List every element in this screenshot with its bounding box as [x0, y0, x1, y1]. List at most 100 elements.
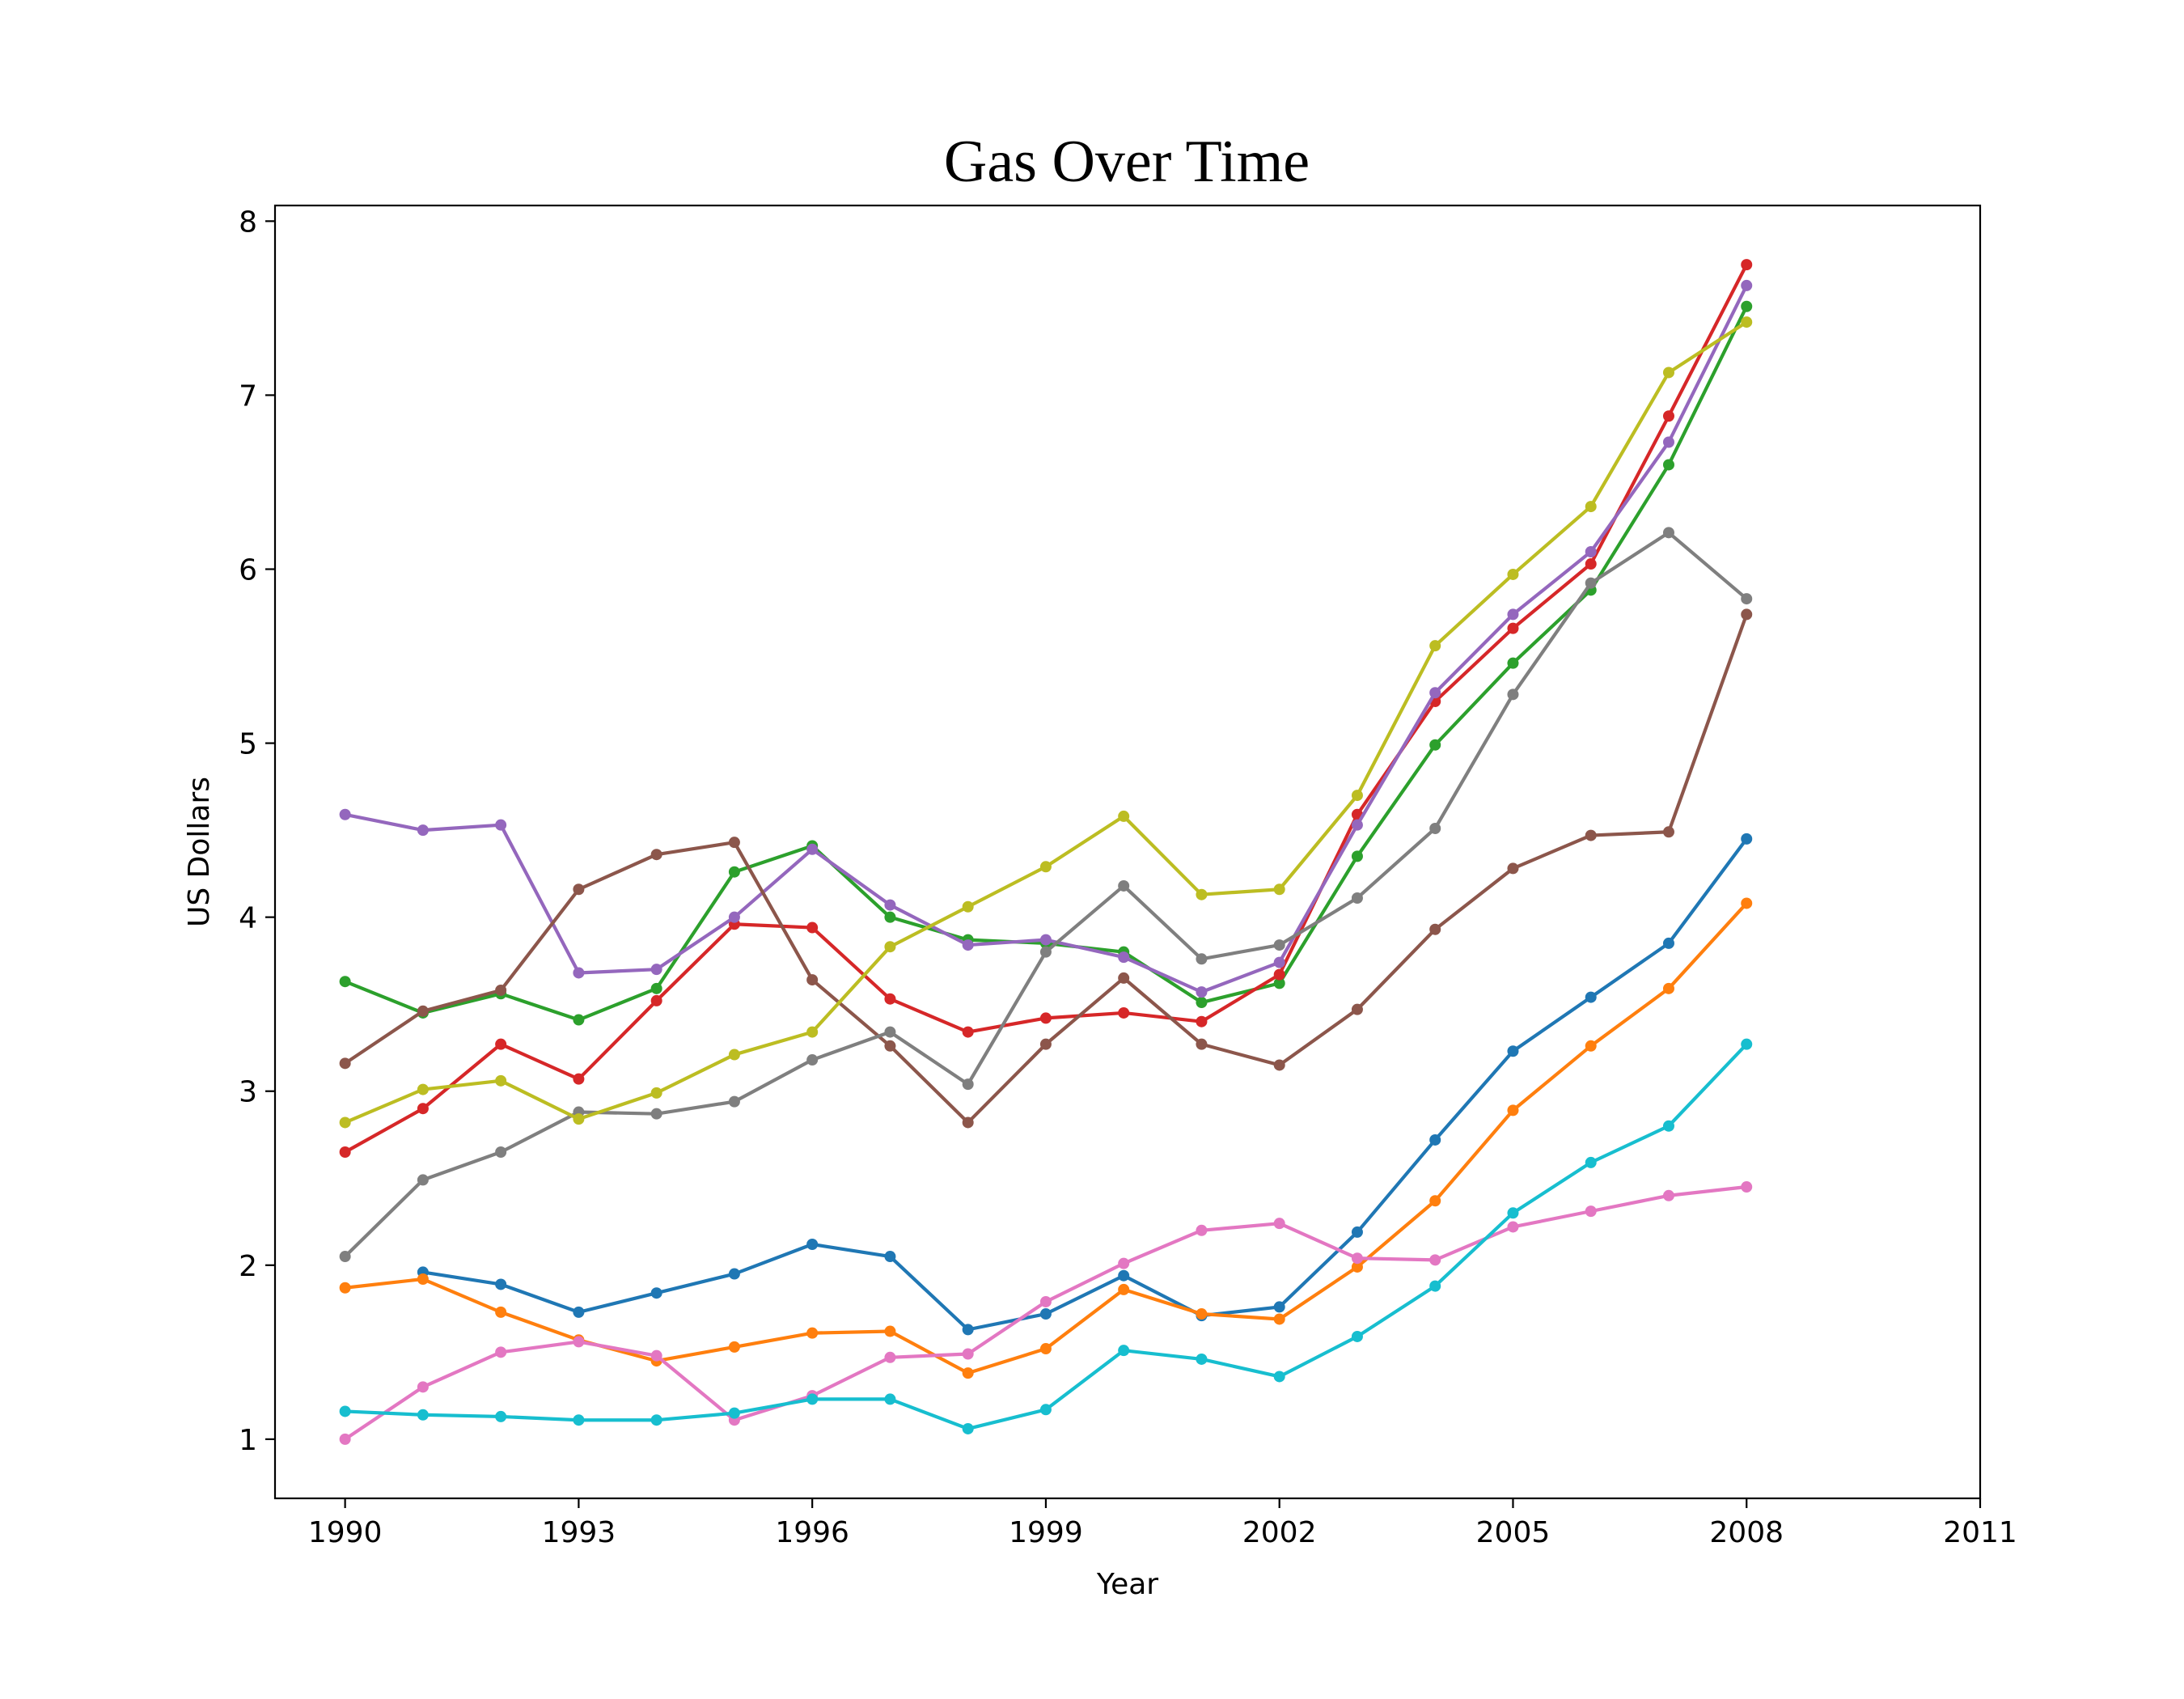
data-point [728, 837, 740, 849]
data-point [339, 1282, 351, 1294]
data-point [728, 1049, 740, 1061]
data-point [1507, 657, 1519, 669]
data-point [1741, 897, 1753, 909]
data-point [1662, 982, 1674, 994]
series-9 [339, 316, 1753, 1129]
data-point [1507, 622, 1519, 634]
data-point [573, 1073, 585, 1085]
data-point [806, 1054, 819, 1066]
x-tick-label: 1996 [775, 1516, 849, 1549]
series-10 [339, 1038, 1753, 1434]
data-point [1585, 1205, 1597, 1218]
data-point [1585, 577, 1597, 589]
data-point [1741, 300, 1753, 312]
data-point [495, 1038, 507, 1050]
y-tick-label: 7 [239, 379, 257, 413]
axes-layer: 1990 1993 1996 1999 2002 2005 2008 2011 1 2 3 4 5 6 7 8 [239, 205, 2017, 1549]
data-point [1429, 687, 1441, 699]
data-point [1662, 527, 1674, 539]
data-point [962, 900, 974, 913]
chart-title: Gas Over Time [944, 129, 1310, 195]
data-point [884, 911, 896, 923]
data-point [1039, 946, 1052, 958]
data-point [1039, 1012, 1052, 1024]
data-point [1273, 1218, 1285, 1230]
data-point [650, 964, 662, 976]
data-point [1741, 833, 1753, 845]
data-point [573, 1336, 585, 1348]
data-point [1741, 608, 1753, 621]
data-point [1273, 1371, 1285, 1383]
data-point [1507, 1045, 1519, 1057]
data-point [339, 1057, 351, 1070]
data-point [1351, 892, 1363, 904]
x-tick-label: 1990 [308, 1516, 383, 1549]
data-point [884, 899, 896, 911]
data-point [1351, 819, 1363, 831]
series-1 [417, 833, 1753, 1336]
data-point [1662, 366, 1674, 379]
data-point [1351, 1330, 1363, 1342]
data-point [806, 1393, 819, 1405]
data-point [1662, 1189, 1674, 1201]
data-point [1118, 972, 1130, 984]
y-tick-label: 5 [239, 728, 257, 761]
data-point [417, 1409, 429, 1421]
data-point [1273, 977, 1285, 989]
data-point [1662, 410, 1674, 422]
data-point [650, 1349, 662, 1362]
data-point [1351, 1260, 1363, 1273]
data-point [1429, 1195, 1441, 1207]
y-axis-label: US Dollars [183, 777, 216, 927]
data-point [962, 1116, 974, 1129]
data-point [339, 976, 351, 988]
data-point [1351, 850, 1363, 862]
data-point [806, 974, 819, 986]
series-line [421, 837, 1749, 1332]
data-point [573, 1113, 585, 1125]
data-point [1429, 1254, 1441, 1266]
data-point [1273, 968, 1285, 981]
y-tick-label: 8 [239, 205, 257, 239]
data-point [573, 1306, 585, 1318]
data-point [573, 1414, 585, 1426]
data-point [1507, 1221, 1519, 1233]
data-point [1039, 1308, 1052, 1320]
data-point [1118, 1257, 1130, 1269]
x-tick-label: 2002 [1242, 1516, 1317, 1549]
series-8 [339, 527, 1753, 1263]
data-point [495, 1410, 507, 1422]
data-point [1273, 1301, 1285, 1313]
data-point [1507, 1104, 1519, 1116]
y-tick-label: 1 [239, 1424, 257, 1457]
data-point [884, 1351, 896, 1363]
data-point [884, 1251, 896, 1263]
data-point [650, 849, 662, 861]
data-point [884, 941, 896, 953]
series-6 [339, 608, 1753, 1129]
data-point [1351, 790, 1363, 802]
data-point [495, 1074, 507, 1087]
x-tick-label: 2005 [1476, 1516, 1551, 1549]
y-tick-label: 2 [239, 1250, 257, 1283]
data-point [1741, 1181, 1753, 1193]
data-point [1662, 1120, 1674, 1132]
data-point [573, 967, 585, 979]
data-point [884, 993, 896, 1005]
data-point [806, 1238, 819, 1250]
data-point [650, 982, 662, 994]
data-point [884, 1325, 896, 1337]
series-5 [339, 279, 1753, 998]
data-point [417, 1103, 429, 1115]
data-point [1429, 822, 1441, 834]
data-point [1662, 937, 1674, 949]
data-point [728, 1407, 740, 1419]
data-point [1196, 986, 1208, 998]
series-4 [339, 259, 1753, 1159]
data-point [884, 1393, 896, 1405]
data-point [1196, 1353, 1208, 1365]
data-point [573, 883, 585, 896]
data-point [1662, 436, 1674, 448]
data-point [1039, 934, 1052, 946]
data-point [1741, 259, 1753, 271]
